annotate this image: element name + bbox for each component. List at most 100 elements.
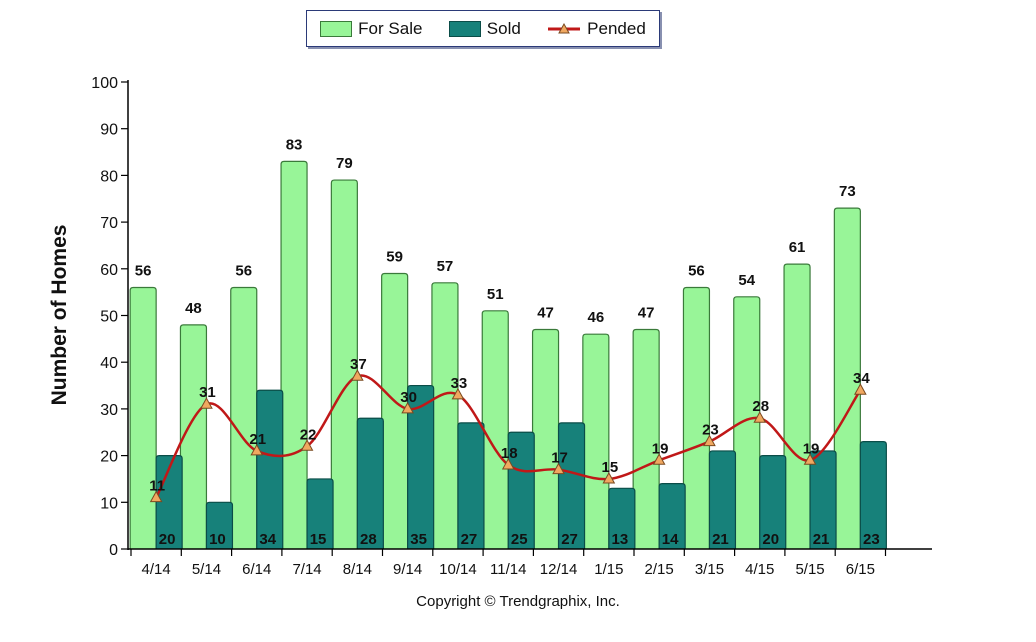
sold-bars xyxy=(155,384,887,549)
pended-value-label: 19 xyxy=(652,440,669,457)
sold-value-label: 21 xyxy=(813,531,830,548)
sold-bar xyxy=(155,455,183,549)
pended-marker xyxy=(451,387,465,400)
x-tick-label: 8/14 xyxy=(343,561,372,578)
for-sale-bar xyxy=(179,324,208,549)
pended-marker xyxy=(803,453,817,465)
y-tick-label: 90 xyxy=(100,122,118,139)
pended-value-label: 19 xyxy=(803,440,820,457)
for-sale-value-label: 47 xyxy=(638,305,655,322)
pended-marker xyxy=(501,457,515,470)
for-sale-value-label: 57 xyxy=(437,258,454,275)
copyright-text: Copyright © Trendgraphix, Inc. xyxy=(416,593,620,610)
x-tick-label: 3/15 xyxy=(695,561,724,578)
sold-value-label: 28 xyxy=(360,531,377,548)
sold-bar xyxy=(205,501,234,549)
for-sale-bar xyxy=(833,207,861,549)
pended-value-label: 18 xyxy=(501,445,518,462)
for-sale-bar xyxy=(129,286,157,549)
pended-value-label: 15 xyxy=(602,459,619,476)
for-sale-value-label: 56 xyxy=(688,262,705,279)
legend-label-for-sale: For Sale xyxy=(358,18,423,38)
y-tick-label: 0 xyxy=(109,542,118,559)
for-sale-value-label: 47 xyxy=(537,305,554,322)
pended-value-label: 30 xyxy=(400,389,417,406)
sold-value-label: 27 xyxy=(561,531,578,548)
sold-bar xyxy=(658,483,686,549)
legend: For Sale Sold Pended xyxy=(306,10,660,47)
pended-marker xyxy=(149,490,163,503)
pended-marker xyxy=(602,471,616,484)
x-tick-label: 5/15 xyxy=(795,561,824,578)
for-sale-value-label: 79 xyxy=(336,155,353,172)
pended-value-label: 17 xyxy=(551,450,568,467)
legend-label-pended: Pended xyxy=(587,18,646,38)
pended-value-label: 23 xyxy=(702,422,719,439)
for-sale-value-label: 61 xyxy=(789,239,806,256)
pended-marker xyxy=(703,434,716,447)
y-axis: 0 10 20 30 40 50 60 70 80 90 100 xyxy=(91,75,129,559)
pended-line xyxy=(149,369,867,503)
for-sale-value-label: 59 xyxy=(386,248,403,265)
sold-value-label: 35 xyxy=(410,531,427,548)
x-tick-label: 2/15 xyxy=(645,561,674,578)
y-tick-label: 60 xyxy=(100,262,118,279)
x-tick-label: 4/14 xyxy=(142,561,171,578)
y-tick-label: 30 xyxy=(100,402,118,419)
sold-value-label: 20 xyxy=(159,531,176,548)
sold-bar xyxy=(457,422,485,549)
sold-bar xyxy=(507,431,535,549)
pended-marker xyxy=(250,443,264,456)
for-sale-value-label: 56 xyxy=(235,262,252,279)
pended-line-swatch xyxy=(548,22,581,33)
for-sale-value-label: 51 xyxy=(487,286,504,303)
y-tick-label: 80 xyxy=(100,168,118,185)
for-sale-bar xyxy=(330,179,358,549)
for-sale-bar xyxy=(632,328,660,549)
for-sale-bar xyxy=(431,282,459,549)
sold-bar xyxy=(859,440,887,549)
for-sale-value-label: 73 xyxy=(839,183,856,200)
for-sale-value-label: 56 xyxy=(135,262,152,279)
legend-item-pended: Pended xyxy=(547,19,646,39)
legend-item-sold: Sold xyxy=(448,19,521,39)
sold-value-label: 14 xyxy=(662,531,679,548)
pended-value-label: 28 xyxy=(752,398,769,415)
y-tick-label: 70 xyxy=(100,215,118,232)
x-tick-label: 5/14 xyxy=(192,561,221,578)
for-sale-bar xyxy=(381,272,409,549)
data-labels: 56 48 56 83 79 59 57 51 47 46 47 56 54 61 73 20 10 34 15 28… xyxy=(135,136,880,548)
x-tick-label: 6/15 xyxy=(846,561,875,578)
pended-marker xyxy=(401,401,414,414)
x-tick-label: 11/14 xyxy=(490,561,526,578)
pended-marker xyxy=(552,462,565,475)
for-sale-value-label: 48 xyxy=(185,300,202,317)
sold-value-label: 21 xyxy=(712,531,729,548)
x-axis: 4/14 5/14 6/14 7/14 8/14 9/14 10/14 11/14 12/14 1… xyxy=(128,548,932,578)
x-tick-label: 7/14 xyxy=(292,561,321,578)
y-tick-label: 10 xyxy=(100,495,118,512)
sold-bar xyxy=(708,450,737,549)
y-tick-label: 20 xyxy=(100,449,118,466)
legend-item-for-sale: For Sale xyxy=(320,19,422,39)
x-tick-label: 10/14 xyxy=(439,561,477,578)
sold-swatch xyxy=(448,20,481,37)
pended-marker xyxy=(200,397,213,409)
for-sale-value-label: 54 xyxy=(738,272,755,289)
y-axis-title: Number of Homes xyxy=(48,225,71,406)
pended-value-label: 11 xyxy=(149,478,165,495)
y-tick-label: 50 xyxy=(100,309,118,326)
x-tick-label: 4/15 xyxy=(745,561,774,578)
for-sale-bar xyxy=(280,160,308,549)
sold-bar xyxy=(407,384,435,549)
pended-marker xyxy=(854,383,867,395)
sold-bar xyxy=(557,422,586,549)
for-sale-bar xyxy=(531,328,560,549)
sold-value-label: 15 xyxy=(310,531,327,548)
for-sale-bar xyxy=(682,286,711,549)
x-tick-label: 12/14 xyxy=(540,561,578,578)
pended-value-label: 22 xyxy=(300,426,317,443)
for-sale-bar xyxy=(481,310,509,549)
sold-value-label: 27 xyxy=(461,531,478,548)
